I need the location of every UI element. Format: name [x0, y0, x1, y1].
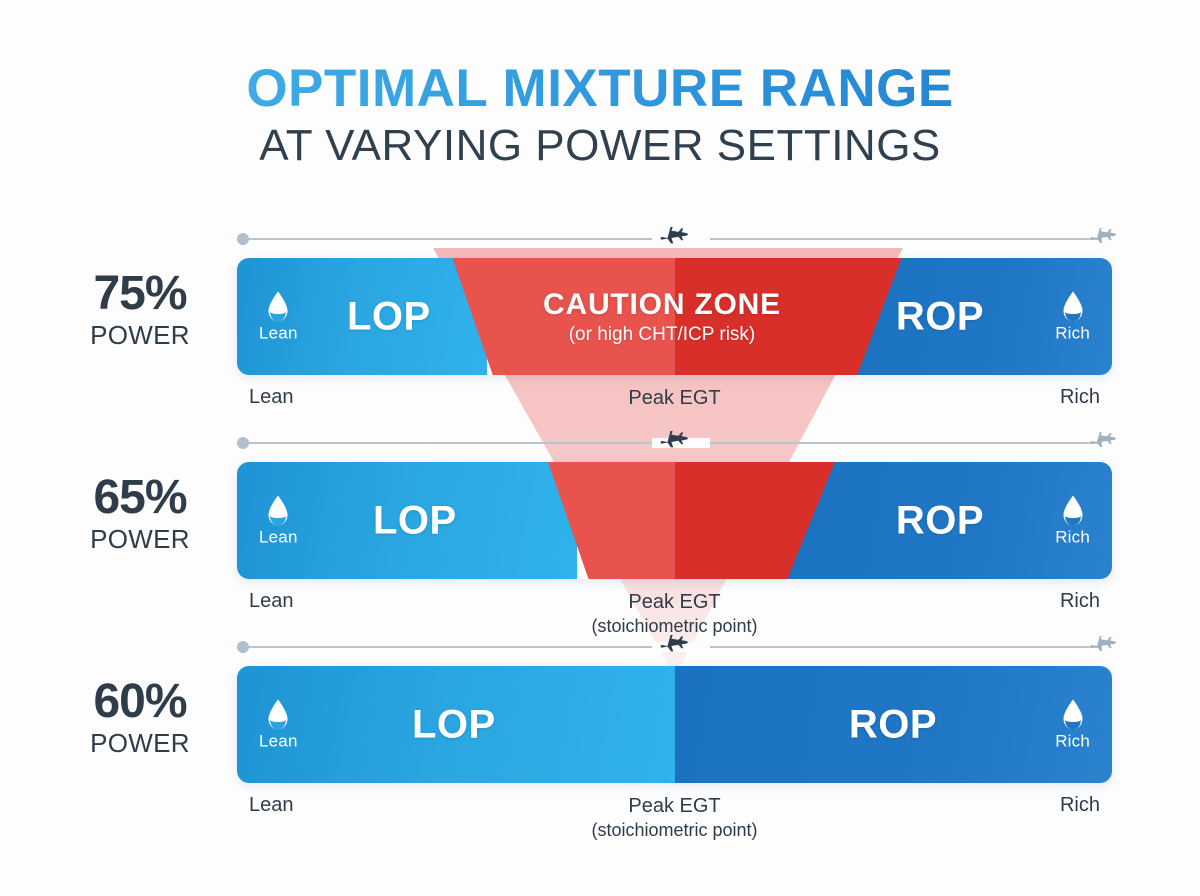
- mixture-bar-60: Lean LOP ROP Rich: [237, 666, 1112, 783]
- rop-segment: [787, 462, 1112, 579]
- mixture-axis-65: [237, 431, 1116, 455]
- rich-drop-indicator-60: Rich: [1055, 698, 1090, 751]
- scale-peak-main: Peak EGT: [628, 387, 721, 409]
- mixture-bar-65: Lean LOP ROP Rich: [237, 462, 1112, 579]
- mixture-bar-75: Lean LOP CAUTION ZONE (or high CHT/ICP r…: [237, 258, 1112, 375]
- power-percent: 60%: [93, 675, 187, 728]
- lean-drop-label: Lean: [259, 527, 298, 546]
- mixture-axis-75: [237, 227, 1116, 251]
- title-block: OPTIMAL MIXTURE RANGE AT VARYING POWER S…: [0, 60, 1200, 172]
- airplane-icon: [660, 227, 690, 251]
- power-label-75: 75% POWER: [60, 270, 220, 351]
- power-word: POWER: [90, 524, 190, 554]
- water-drop-icon: [268, 699, 288, 729]
- scale-rich-label: Rich: [1059, 590, 1100, 612]
- scale-labels-60: Lean Peak EGT (stoichiometric point) Ric…: [237, 794, 1112, 842]
- axis-start-dot: [237, 641, 249, 653]
- airplane-icon: [1090, 432, 1118, 454]
- scale-lean-label: Lean: [249, 386, 294, 408]
- water-drop-icon: [268, 291, 288, 321]
- lean-drop-label: Lean: [259, 323, 298, 342]
- water-drop-icon: [1063, 291, 1083, 321]
- rop-segment: [675, 666, 1112, 783]
- scale-rich-label: Rich: [1059, 386, 1100, 408]
- lean-drop-indicator-75: Lean: [259, 290, 298, 343]
- power-label-60: 60% POWER: [60, 678, 220, 759]
- rich-drop-indicator-75: Rich: [1055, 290, 1090, 343]
- rich-drop-label: Rich: [1055, 323, 1090, 342]
- rich-drop-label: Rich: [1055, 731, 1090, 750]
- axis-start-dot: [237, 233, 249, 245]
- caution-subtitle: (or high CHT/ICP risk): [568, 323, 756, 345]
- caution-title: CAUTION ZONE: [543, 287, 781, 321]
- water-drop-icon: [1063, 699, 1083, 729]
- lop-label: LOP: [347, 294, 431, 338]
- caution-zone-text: CAUTION ZONE (or high CHT/ICP risk): [543, 288, 781, 346]
- power-word: POWER: [90, 320, 190, 350]
- scale-labels-65: Lean Peak EGT (stoichiometric point) Ric…: [237, 590, 1112, 638]
- rich-drop-label: Rich: [1055, 527, 1090, 546]
- rop-label: ROP: [895, 294, 984, 338]
- lop-segment: [237, 666, 675, 783]
- airplane-icon: [660, 635, 690, 659]
- page-title: OPTIMAL MIXTURE RANGE: [0, 60, 1200, 117]
- water-drop-icon: [1063, 495, 1083, 525]
- lean-drop-label: Lean: [259, 731, 298, 750]
- scale-peak-main: Peak EGT: [628, 591, 721, 613]
- scale-peak-label: Peak EGT (stoichiometric point): [591, 794, 757, 842]
- lop-segment: [237, 462, 577, 579]
- scale-peak-sub: (stoichiometric point): [591, 616, 758, 636]
- lop-label: LOP: [412, 702, 496, 746]
- power-percent: 75%: [93, 267, 187, 320]
- power-percent: 65%: [93, 471, 187, 524]
- scale-rich-label: Rich: [1059, 794, 1100, 816]
- scale-peak-main: Peak EGT: [628, 795, 721, 817]
- scale-peak-sub: (stoichiometric point): [591, 820, 758, 840]
- lop-label: LOP: [373, 498, 457, 542]
- axis-start-dot: [237, 437, 249, 449]
- rich-drop-indicator-65: Rich: [1055, 494, 1090, 547]
- scale-lean-label: Lean: [249, 590, 294, 612]
- water-drop-icon: [268, 495, 288, 525]
- airplane-icon: [660, 431, 690, 455]
- page-subtitle: AT VARYING POWER SETTINGS: [259, 121, 941, 171]
- scale-peak-label: Peak EGT: [628, 386, 720, 411]
- mixture-axis-60: [237, 635, 1116, 659]
- rop-label: ROP: [848, 702, 937, 746]
- scale-peak-label: Peak EGT (stoichiometric point): [591, 590, 757, 638]
- lean-drop-indicator-65: Lean: [259, 494, 298, 547]
- airplane-icon: [1090, 228, 1118, 250]
- power-label-65: 65% POWER: [60, 474, 220, 555]
- power-word: POWER: [90, 728, 190, 758]
- airplane-icon: [1090, 636, 1118, 658]
- lean-drop-indicator-60: Lean: [259, 698, 298, 751]
- scale-labels-75: Lean Peak EGT Rich: [237, 386, 1112, 434]
- scale-lean-label: Lean: [249, 794, 294, 816]
- rop-label: ROP: [895, 498, 984, 542]
